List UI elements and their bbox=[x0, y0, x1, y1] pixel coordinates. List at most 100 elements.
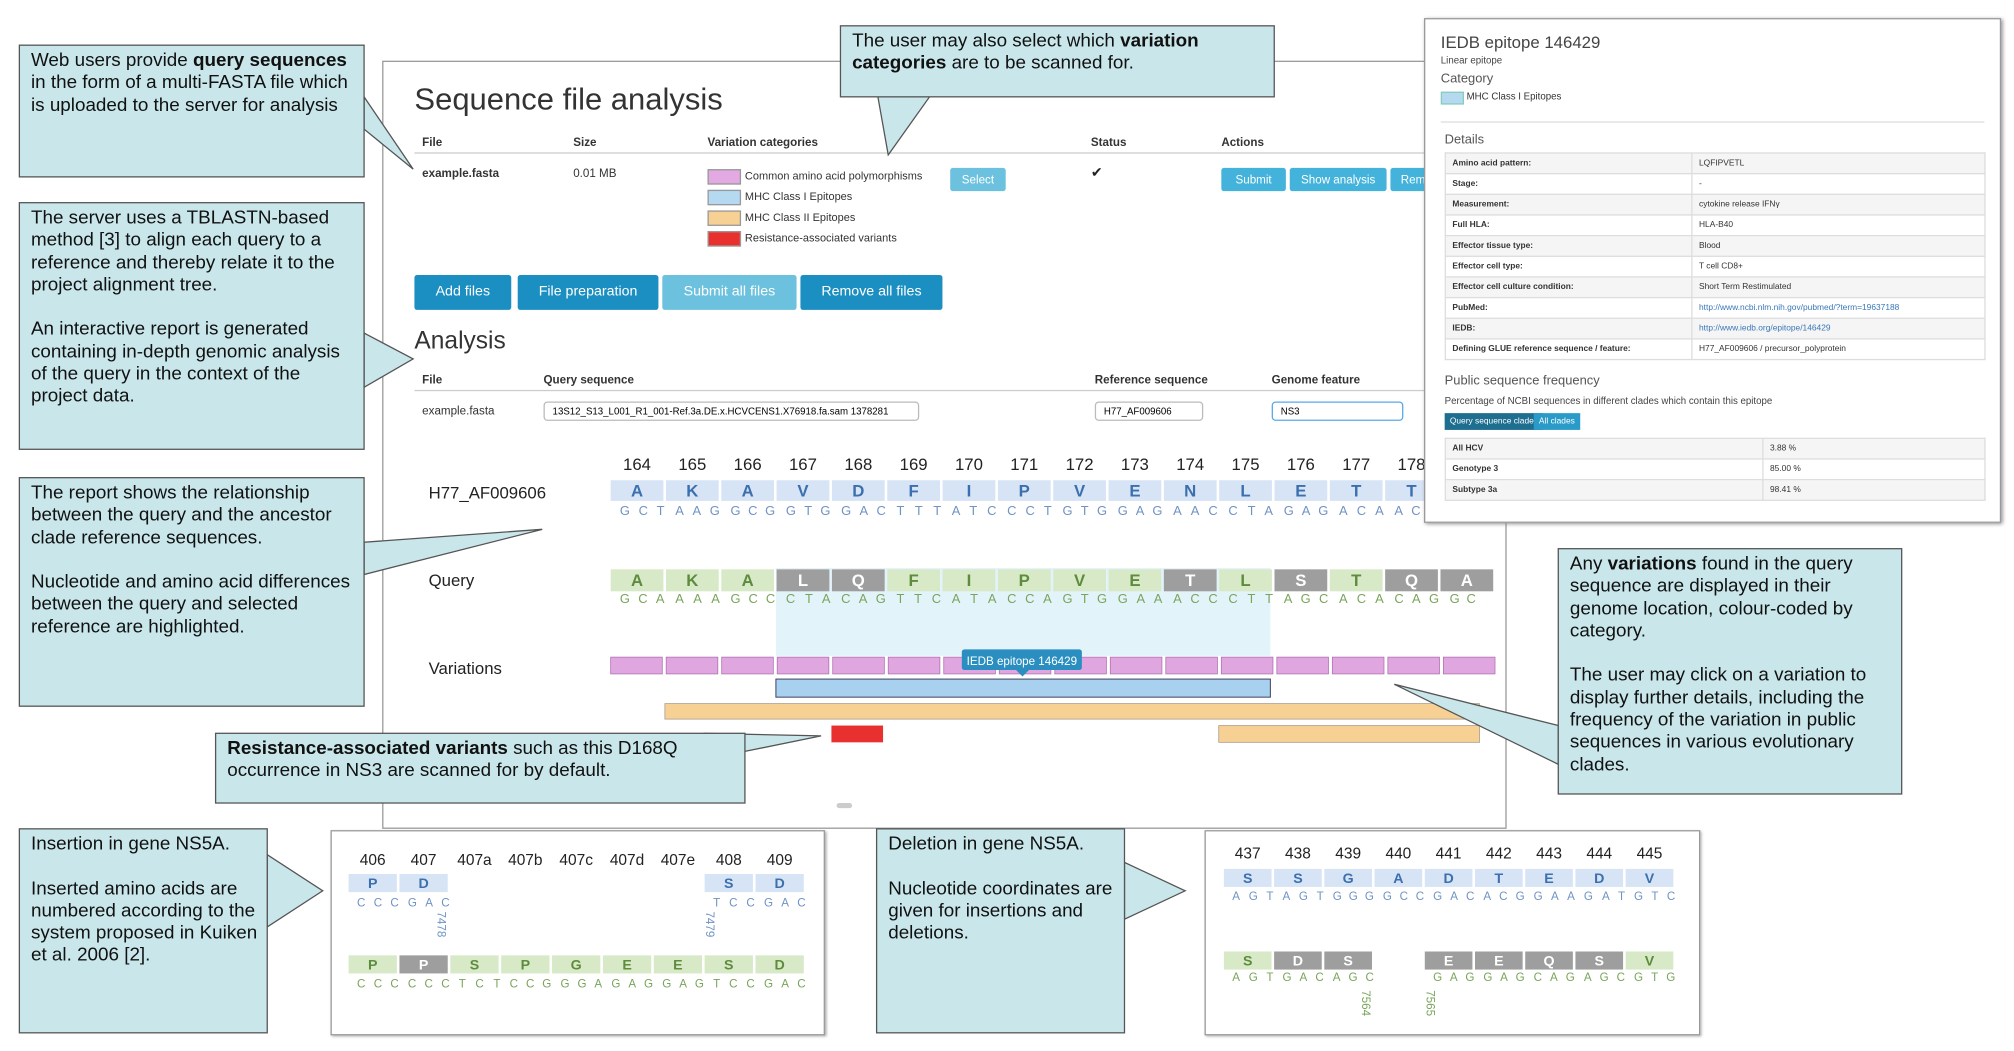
aa-box bbox=[1163, 480, 1217, 501]
frequency-table: All HCV 3.88 % Genotype 3 85.00 % Subtype 3a… bbox=[1444, 437, 1986, 501]
aa-box bbox=[721, 480, 775, 501]
amino-acid: E bbox=[1129, 481, 1140, 500]
action-button[interactable]: Show analysis bbox=[1289, 167, 1387, 192]
position-number: 176 bbox=[1287, 455, 1315, 474]
position-number: 178 bbox=[1398, 455, 1426, 474]
amino-acid: E bbox=[1544, 871, 1553, 887]
callout-pointer bbox=[363, 528, 543, 576]
aa-box bbox=[1374, 868, 1423, 887]
col-header: Genome feature bbox=[1271, 373, 1361, 387]
aa-box bbox=[776, 480, 830, 501]
aa-box bbox=[1625, 951, 1674, 970]
position-number: 407d bbox=[610, 852, 644, 869]
callout-bold: variations bbox=[1607, 553, 1697, 575]
amino-acid: E bbox=[673, 957, 682, 973]
aa-box bbox=[1053, 480, 1106, 501]
aa-box bbox=[1274, 480, 1328, 501]
col-header: Query sequence bbox=[543, 373, 634, 387]
position-number: 407b bbox=[508, 852, 542, 869]
aa-box bbox=[704, 874, 753, 893]
reference-select[interactable]: H77_AF009606 bbox=[1094, 401, 1204, 421]
category-swatch bbox=[707, 210, 742, 226]
aa-box bbox=[721, 569, 775, 592]
aa-box bbox=[755, 955, 804, 974]
col-header: Actions bbox=[1221, 135, 1264, 149]
amino-acid: V bbox=[1074, 571, 1086, 590]
cell-value: Blood bbox=[1691, 234, 1986, 257]
epitope-bar bbox=[775, 678, 1271, 698]
amino-acid: D bbox=[775, 876, 785, 892]
query-select[interactable]: 13S12_S13_L001_R1_001-Ref.3a.DE.x.HCVCEN… bbox=[543, 401, 920, 421]
cell-label: Defining GLUE reference sequence / featu… bbox=[1444, 338, 1693, 361]
position-number: 171 bbox=[1010, 455, 1038, 474]
variation-mark bbox=[832, 656, 885, 675]
category-swatch bbox=[1440, 91, 1465, 105]
category-label: MHC Class I Epitopes bbox=[1466, 90, 1562, 102]
file-prep-button[interactable]: File preparation bbox=[517, 274, 659, 310]
col-header: File bbox=[422, 135, 443, 149]
table-row: All HCV 3.88 % bbox=[1444, 437, 1986, 460]
callout-text: The user may click on a variation to dis… bbox=[1569, 665, 1867, 776]
callout: The report shows the relationship betwee… bbox=[31, 483, 355, 662]
tab[interactable]: All clades bbox=[1533, 413, 1580, 430]
aa-box bbox=[1440, 569, 1494, 592]
amino-acid: T bbox=[1351, 571, 1362, 590]
aa-box bbox=[997, 569, 1051, 592]
table-row: PubMed: http://www.ncbi.nlm.nih.gov/pubme… bbox=[1444, 296, 1986, 319]
callout-text: Web users provide bbox=[30, 50, 193, 72]
amino-acid: K bbox=[686, 571, 698, 590]
amino-acid: S bbox=[724, 876, 733, 892]
amino-acid: E bbox=[1129, 571, 1140, 590]
scroll-thumb bbox=[836, 803, 853, 809]
callout-text: Insertion in gene NS5A. bbox=[30, 834, 230, 855]
callout-paragraph: Resistance-associated variants such as t… bbox=[227, 738, 736, 783]
divider bbox=[414, 389, 1499, 392]
callout-text: Deletion in gene NS5A. bbox=[888, 834, 1085, 855]
variation-mark bbox=[1331, 656, 1385, 675]
table-row: Effector cell type: T cell CD8+ bbox=[1444, 255, 1986, 278]
aa-box bbox=[1223, 951, 1272, 970]
variation-mark bbox=[1276, 656, 1329, 675]
callout-pointer bbox=[1394, 683, 1559, 766]
amino-acid: S bbox=[1595, 954, 1604, 970]
position-number: 437 bbox=[1235, 846, 1261, 863]
callout-paragraph: The user may also select which variation… bbox=[852, 31, 1265, 76]
amino-acid: I bbox=[967, 481, 972, 500]
variation-mark bbox=[1387, 656, 1440, 675]
variation-mark bbox=[1109, 656, 1163, 675]
position-number: 164 bbox=[623, 455, 651, 474]
amino-acid: Q bbox=[852, 571, 865, 590]
callout-text: are to be scanned for. bbox=[946, 53, 1134, 74]
aa-box bbox=[831, 569, 885, 592]
aa-box bbox=[1424, 868, 1473, 887]
callout: The server uses a TBLASTN-based method [… bbox=[31, 208, 355, 431]
select-button[interactable]: Select bbox=[950, 167, 1006, 192]
aa-box bbox=[399, 874, 448, 893]
amino-acid: L bbox=[1240, 571, 1250, 590]
amino-acid: V bbox=[797, 481, 809, 500]
action-button[interactable]: Submit bbox=[1221, 167, 1286, 192]
callout-text: Inserted amino acids are numbered accord… bbox=[30, 878, 258, 967]
submit-all-button[interactable]: Submit all files bbox=[662, 274, 797, 310]
add-files-button[interactable]: Add files bbox=[414, 274, 512, 310]
amino-acid: A bbox=[1461, 571, 1473, 590]
cell-label: PubMed: bbox=[1444, 296, 1693, 319]
panel-title: Sequence file analysis bbox=[414, 82, 723, 118]
aa-box bbox=[942, 569, 996, 592]
feature-select[interactable]: NS3 bbox=[1271, 401, 1404, 421]
frequency-description: Percentage of NCBI sequences in differen… bbox=[1444, 395, 1773, 407]
aa-box bbox=[610, 480, 664, 501]
position-number: 407c bbox=[559, 852, 593, 869]
aa-box bbox=[1575, 868, 1624, 887]
remove-all-button[interactable]: Remove all files bbox=[800, 274, 943, 310]
file-size: 0.01 MB bbox=[573, 166, 617, 180]
amino-acid: P bbox=[521, 957, 530, 973]
aa-box bbox=[602, 955, 652, 974]
callout-pointer bbox=[363, 332, 415, 389]
tab-active[interactable]: Query sequence clades bbox=[1444, 413, 1544, 430]
aa-box bbox=[1108, 480, 1162, 501]
